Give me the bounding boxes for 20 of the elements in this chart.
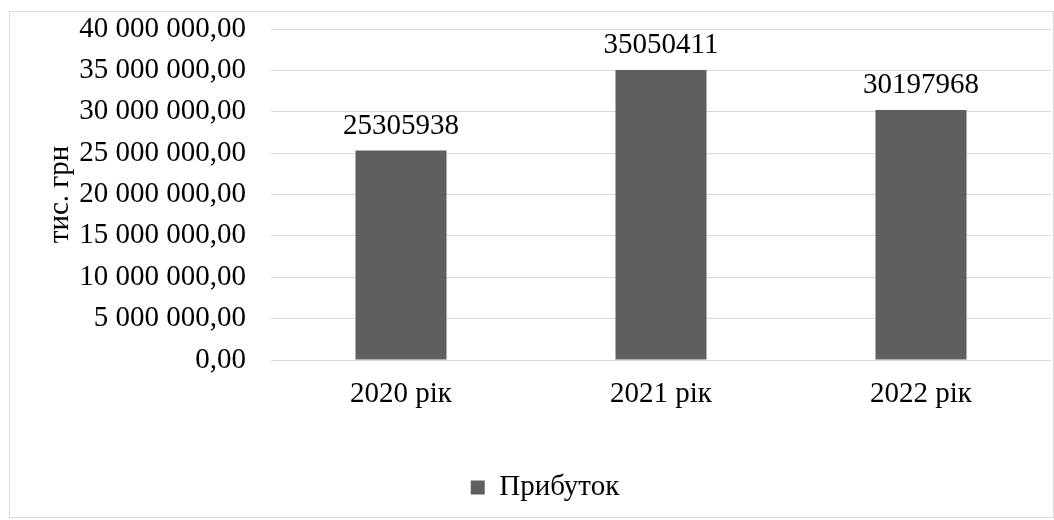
bar (615, 69, 707, 360)
legend-label: Прибуток (499, 469, 621, 502)
data-label: 30197968 (863, 67, 979, 100)
bar (875, 110, 967, 360)
x-tick-label: 2021 рік (610, 376, 713, 409)
data-label: 35050411 (603, 26, 719, 59)
y-tick-label: 10 000 000,00 (79, 258, 246, 291)
y-tick-label: 40 000 000,00 (79, 10, 246, 43)
x-tick-label: 2020 рік (350, 376, 453, 409)
data-label: 25305938 (343, 107, 459, 140)
x-tick-label: 2022 рік (870, 376, 973, 409)
y-tick-label: 35 000 000,00 (79, 51, 246, 84)
y-tick-label: 15 000 000,00 (79, 217, 246, 250)
y-tick-label: 30 000 000,00 (79, 93, 246, 126)
y-tick-label: 0,00 (195, 341, 246, 374)
y-tick-label: 25 000 000,00 (79, 134, 246, 167)
y-axis-title: тис. грн (42, 145, 75, 244)
bar (355, 150, 447, 360)
y-tick-label: 5 000 000,00 (93, 300, 246, 333)
y-tick-label: 20 000 000,00 (79, 176, 246, 209)
